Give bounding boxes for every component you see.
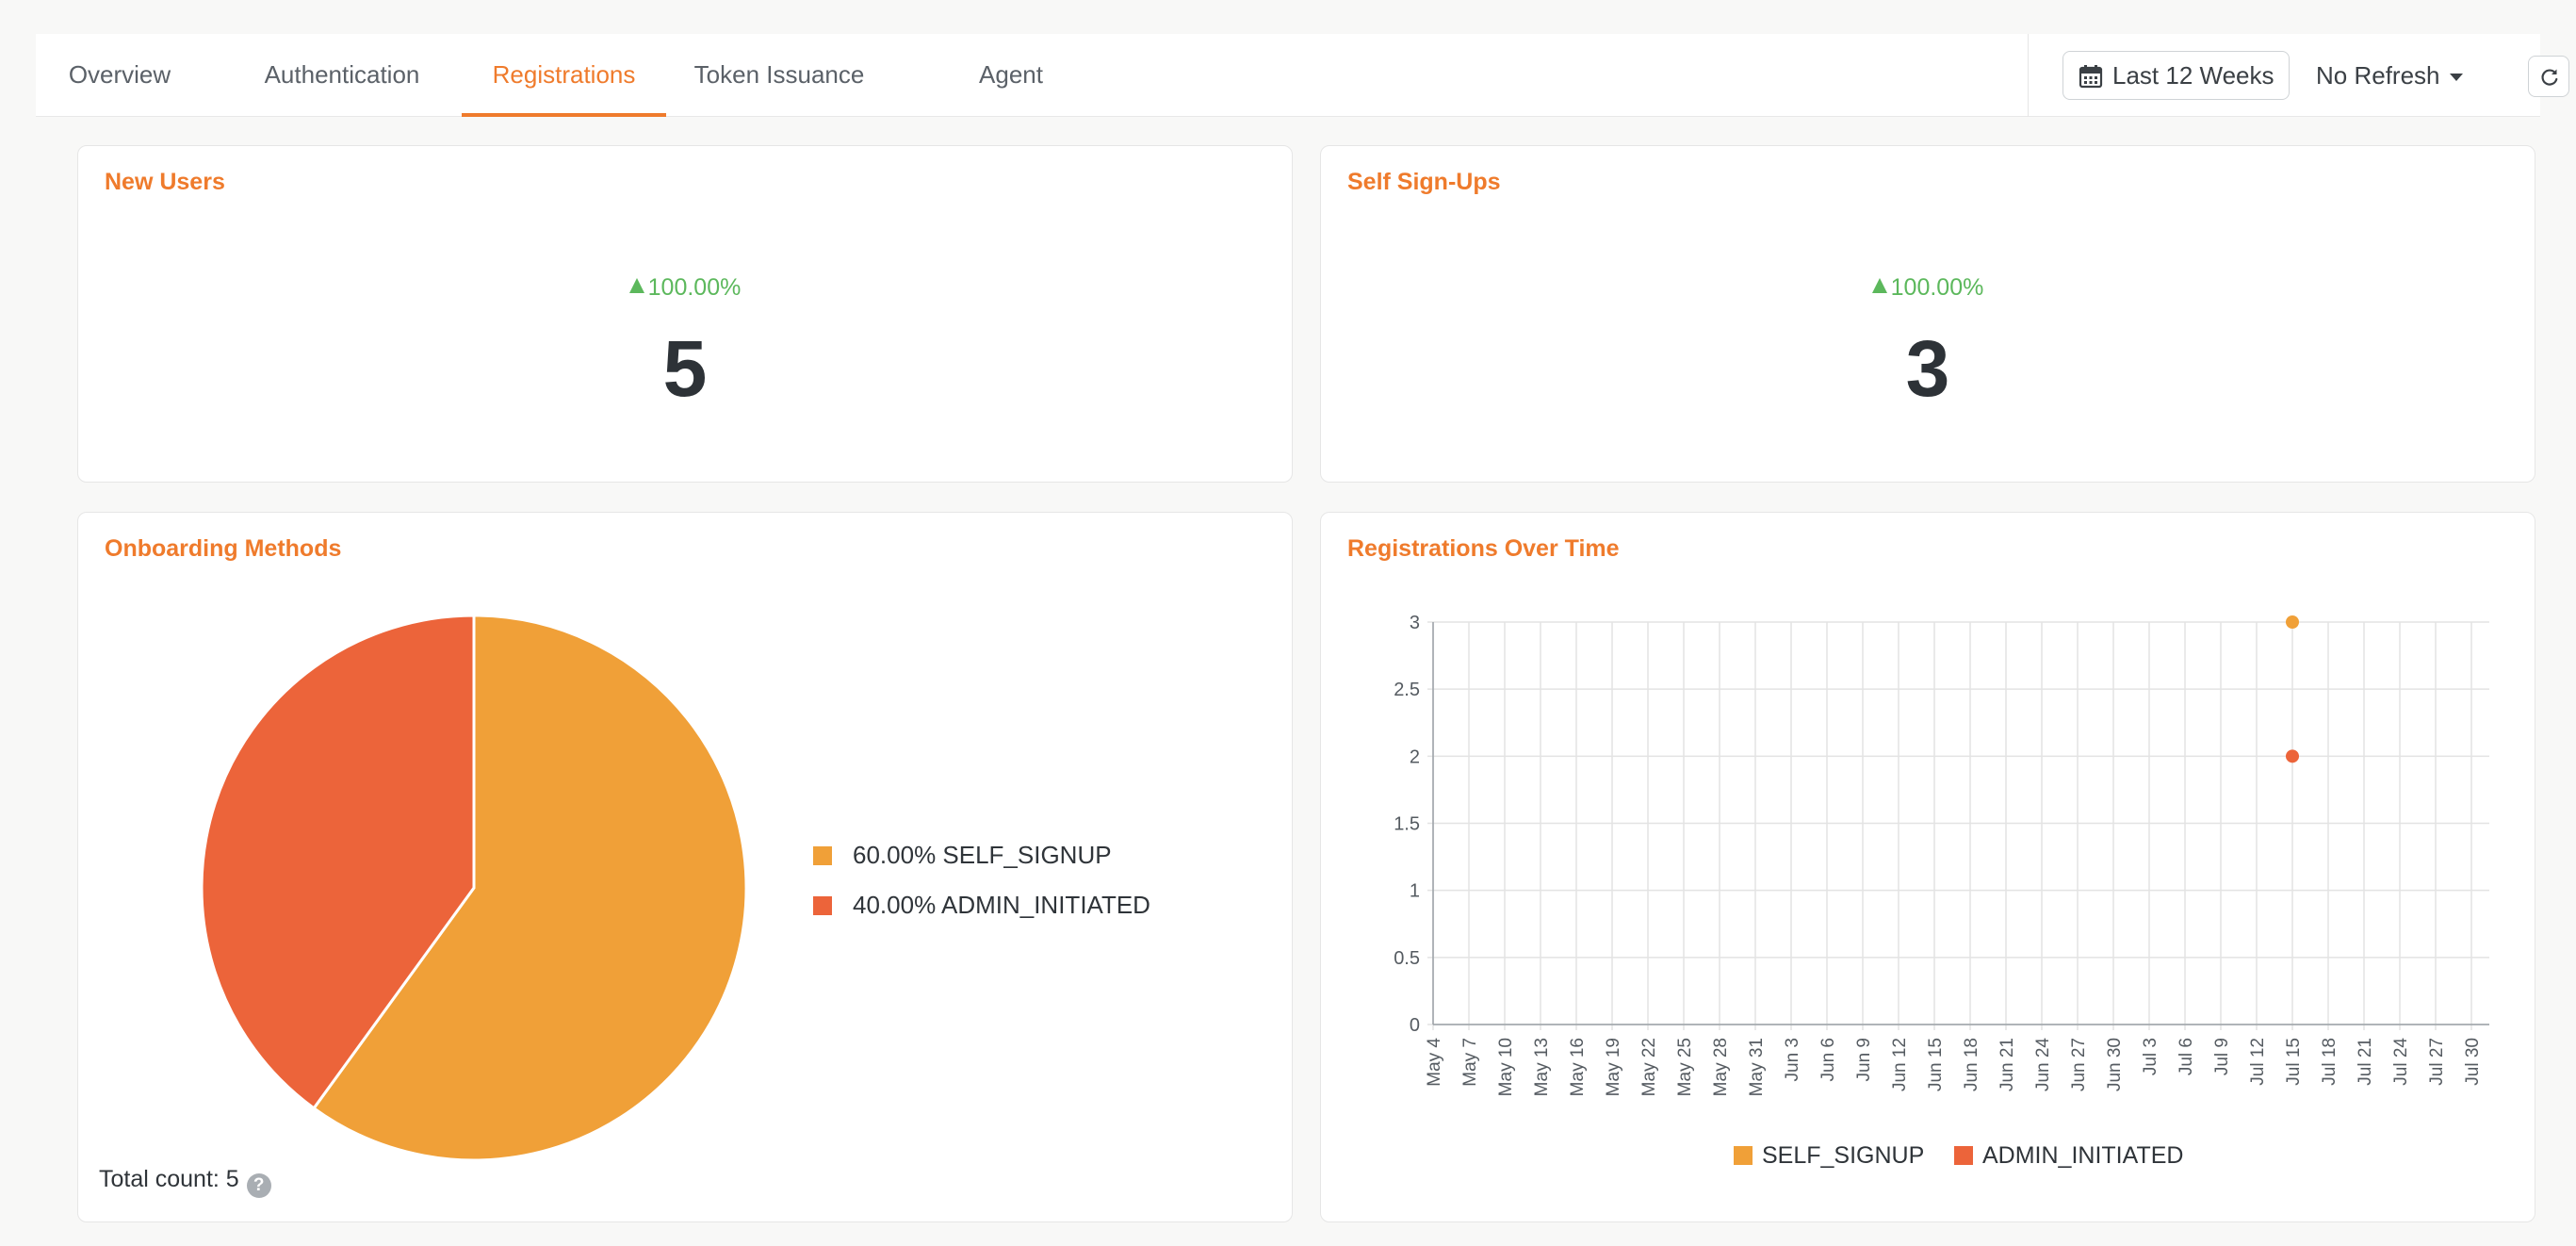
x-tick-label: Jul 3 bbox=[2141, 1038, 2160, 1075]
change-value: 100.00% bbox=[1890, 274, 1984, 301]
reload-button[interactable] bbox=[2528, 56, 2569, 97]
x-tick-label: May 16 bbox=[1568, 1038, 1588, 1096]
x-tick-label: Jun 21 bbox=[1997, 1038, 2017, 1091]
x-tick-label: May 22 bbox=[1639, 1038, 1659, 1096]
legend-swatch bbox=[813, 896, 832, 915]
change-indicator: 100.00% bbox=[78, 274, 1292, 302]
pie-chart bbox=[200, 614, 748, 1162]
trend-up-icon bbox=[628, 278, 644, 293]
x-tick-label: May 31 bbox=[1747, 1038, 1767, 1096]
legend-swatch bbox=[813, 846, 832, 865]
x-tick-label: May 19 bbox=[1604, 1038, 1623, 1096]
y-tick-label: 1.5 bbox=[1394, 814, 1420, 835]
x-tick-label: Jun 27 bbox=[2069, 1038, 2089, 1091]
card-title: Registrations Over Time bbox=[1347, 535, 1620, 562]
x-tick-label: Jul 6 bbox=[2177, 1038, 2196, 1075]
active-tab-indicator bbox=[462, 113, 666, 117]
legend-label: SELF_SIGNUP bbox=[1762, 1142, 1924, 1169]
x-tick-label: Jun 3 bbox=[1783, 1038, 1802, 1081]
x-tick-label: Jul 24 bbox=[2391, 1038, 2411, 1086]
self-signups-card: Self Sign-Ups 100.00% 3 bbox=[1320, 145, 2535, 483]
tab-registrations[interactable]: Registrations bbox=[492, 60, 636, 89]
dashboard-toolbar: Overview Authentication Registrations To… bbox=[36, 34, 2569, 117]
data-point-self-signup[interactable] bbox=[2286, 615, 2299, 629]
legend-swatch bbox=[1734, 1146, 1753, 1165]
y-tick-label: 2 bbox=[1410, 746, 1420, 767]
refresh-icon bbox=[2541, 69, 2558, 86]
tab-overview[interactable]: Overview bbox=[68, 60, 171, 89]
registrations-over-time-card: Registrations Over Time 0 0.5 1 1.5 2 2.5 3 May… bbox=[1320, 512, 2535, 1222]
tab-token-issuance[interactable]: Token Issuance bbox=[693, 60, 865, 89]
total-count: Total count: 5? bbox=[99, 1166, 271, 1198]
date-range-button[interactable]: Last 12 Weeks bbox=[2062, 51, 2290, 100]
x-tick-label: May 4 bbox=[1425, 1038, 1444, 1087]
onboarding-methods-card: Onboarding Methods 60.00% SELF_SIGNUP 40… bbox=[77, 512, 1293, 1222]
x-tick-label: Jul 12 bbox=[2248, 1038, 2268, 1086]
x-tick-label: Jul 27 bbox=[2427, 1038, 2447, 1086]
caret-down-icon bbox=[2449, 74, 2463, 82]
y-tick-label: 0 bbox=[1410, 1015, 1420, 1036]
y-tick-label: 2.5 bbox=[1394, 680, 1420, 700]
new-users-card: New Users 100.00% 5 bbox=[77, 145, 1293, 483]
help-icon[interactable]: ? bbox=[246, 1173, 271, 1198]
x-tick-label: May 28 bbox=[1711, 1038, 1731, 1096]
y-tick-label: 0.5 bbox=[1394, 948, 1420, 969]
x-tick-label: May 7 bbox=[1460, 1038, 1480, 1087]
x-tick-label: Jun 6 bbox=[1818, 1038, 1838, 1081]
x-tick-label: Jul 18 bbox=[2320, 1038, 2340, 1086]
legend-label: 40.00% ADMIN_INITIATED bbox=[853, 891, 1150, 919]
legend-swatch bbox=[1954, 1146, 1973, 1165]
calendar-icon bbox=[2079, 64, 2103, 95]
x-tick-label: Jun 12 bbox=[1890, 1038, 1910, 1091]
card-title: Onboarding Methods bbox=[105, 535, 342, 562]
tab-agent[interactable]: Agent bbox=[979, 60, 1043, 89]
data-point-admin-initiated[interactable] bbox=[2286, 749, 2299, 763]
x-tick-label: Jul 21 bbox=[2356, 1038, 2375, 1086]
change-value: 100.00% bbox=[647, 274, 742, 301]
x-tick-label: Jun 18 bbox=[1962, 1038, 1981, 1091]
card-title: Self Sign-Ups bbox=[1347, 169, 1501, 195]
pie-slice-admin-initiated[interactable] bbox=[200, 614, 476, 1110]
tab-authentication[interactable]: Authentication bbox=[264, 60, 420, 89]
x-tick-label: Jul 15 bbox=[2284, 1038, 2304, 1086]
refresh-interval-label: No Refresh bbox=[2316, 61, 2440, 90]
date-range-label: Last 12 Weeks bbox=[2112, 61, 2274, 90]
refresh-interval-select[interactable]: No Refresh bbox=[2316, 51, 2463, 100]
card-title: New Users bbox=[105, 169, 225, 195]
legend-item-admin-initiated[interactable]: ADMIN_INITIATED bbox=[1954, 1142, 2183, 1169]
x-tick-label: Jul 30 bbox=[2463, 1038, 2483, 1086]
y-tick-label: 1 bbox=[1410, 881, 1420, 902]
x-tick-label: May 13 bbox=[1532, 1038, 1552, 1096]
change-indicator: 100.00% bbox=[1321, 274, 2535, 302]
x-tick-label: Jun 24 bbox=[2033, 1038, 2053, 1091]
x-tick-label: May 25 bbox=[1675, 1038, 1695, 1096]
legend-label: 60.00% SELF_SIGNUP bbox=[853, 841, 1112, 869]
time-series-chart: 0 0.5 1 1.5 2 2.5 3 May 4 May 7 May 10 May 13 May 1… bbox=[1394, 613, 2489, 1169]
pie-slice-self-signup[interactable] bbox=[312, 614, 748, 1162]
toolbar-divider bbox=[2028, 34, 2029, 117]
trend-up-icon bbox=[1871, 278, 1887, 293]
legend-item-self-signup[interactable]: SELF_SIGNUP bbox=[1734, 1142, 1924, 1169]
x-tick-label: May 10 bbox=[1496, 1038, 1516, 1096]
legend-item-self-signup[interactable]: 60.00% SELF_SIGNUP bbox=[813, 841, 1112, 870]
x-tick-label: Jun 15 bbox=[1926, 1038, 1946, 1091]
legend-label: ADMIN_INITIATED bbox=[1982, 1142, 2183, 1169]
kpi-value: 5 bbox=[662, 324, 708, 413]
legend-item-admin-initiated[interactable]: 40.00% ADMIN_INITIATED bbox=[813, 891, 1150, 920]
x-tick-label: Jul 9 bbox=[2212, 1038, 2232, 1075]
y-tick-label: 3 bbox=[1410, 613, 1420, 633]
kpi-value: 3 bbox=[1905, 324, 1950, 413]
x-tick-label: Jun 30 bbox=[2105, 1038, 2125, 1091]
x-tick-label: Jun 9 bbox=[1854, 1038, 1874, 1081]
total-count-label: Total count: 5 bbox=[99, 1166, 239, 1192]
